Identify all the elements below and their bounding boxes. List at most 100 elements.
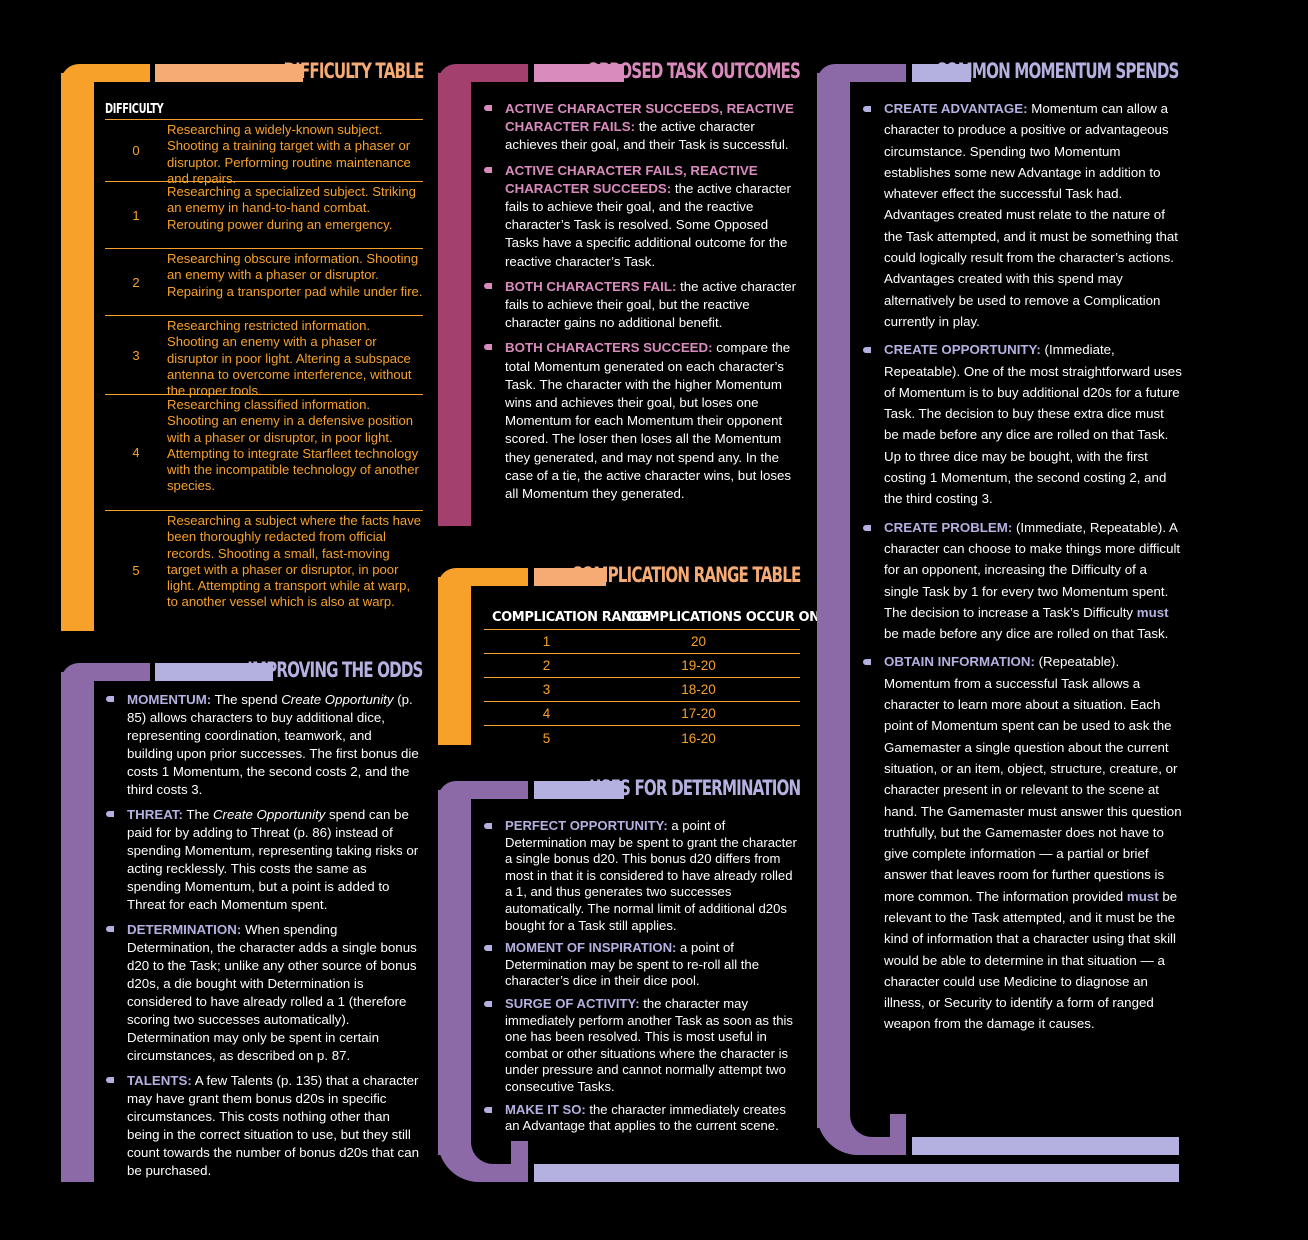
- bullet-icon: [863, 106, 871, 112]
- bullet-icon: [863, 524, 871, 531]
- list-item: ACTIVE CHARACTER SUCCEEDS, REACTIVE CHAR…: [483, 100, 801, 155]
- table-cell: 20: [690, 634, 707, 649]
- item-term: BOTH CHARACTERS SUCCEED:: [505, 340, 713, 356]
- item-term: THREAT:: [127, 807, 183, 822]
- table-cell: 5: [542, 730, 551, 746]
- item-term: BOTH CHARACTERS FAIL:: [505, 278, 677, 294]
- list-item: CREATE PROBLEM: (Immediate, Repeatable).…: [862, 517, 1182, 645]
- frame-top-segment: [155, 64, 303, 82]
- table-row: 4 Researching classified information. Sh…: [105, 395, 423, 511]
- frame-inner-bottom-curve: [471, 1124, 511, 1164]
- item-text: (Immediate, Repeatable). A character can…: [884, 519, 1181, 620]
- table-rule: [105, 119, 423, 120]
- complication-range-table: COMPLICATION RANGE COMPLICATIONS OCCUR O…: [484, 605, 846, 750]
- item-text: a point of Determination may be spent to…: [505, 818, 797, 933]
- improving-odds-title: IMPROVING THE ODDS: [247, 658, 424, 682]
- item-text: Momentum can allow a character to produc…: [884, 101, 1178, 329]
- item-term: DETERMINATION:: [127, 922, 242, 937]
- frame-side-bar: [61, 672, 94, 1182]
- bullet-icon: [106, 1077, 114, 1083]
- item-text: (p. 85) allows characters to buy additio…: [127, 692, 419, 797]
- frame-top-segment: [534, 781, 624, 799]
- bullet-icon: [106, 926, 114, 932]
- item-text: the active character fails to achieve th…: [505, 278, 797, 331]
- list-item: DETERMINATION: When spending Determinati…: [105, 921, 421, 1065]
- item-term: MOMENTUM:: [127, 692, 212, 707]
- opposed-task-frame: OPPOSED TASK OUTCOMES: [438, 59, 801, 526]
- frame-top-segment: [155, 663, 273, 681]
- item-text: be relevant to the Task attempted, and i…: [884, 888, 1178, 1032]
- frame-inner-curve: [850, 82, 890, 122]
- item-term: TALENTS:: [127, 1073, 192, 1088]
- item-emphasis: Create Opportunity: [212, 807, 326, 822]
- list-item: SURGE OF ACTIVITY: the character may imm…: [483, 996, 801, 1096]
- item-text: the active character achieves their goal…: [505, 119, 789, 153]
- item-text: the active character fails to achieve th…: [505, 180, 791, 269]
- list-item: CREATE ADVANTAGE: Momentum can allow a c…: [862, 98, 1182, 332]
- bullet-icon: [484, 945, 492, 952]
- difficulty-table-title: DIFFICULTY TABLE: [282, 59, 424, 83]
- difficulty-header: DIFFICULTY: [105, 102, 164, 117]
- frame-side-bar: [438, 577, 471, 745]
- list-item: THREAT: The Create Opportunity spend can…: [105, 806, 421, 914]
- table-row: 4 17-20: [484, 702, 800, 726]
- complication-range-title: COMPLICATION RANGE TABLE: [570, 563, 801, 587]
- item-emphasis: Create Opportunity: [281, 692, 394, 707]
- item-text: A few Talents (p. 135) that a character …: [127, 1073, 419, 1178]
- bullet-icon: [484, 282, 492, 289]
- table-cell: 2: [542, 658, 551, 673]
- list-item: MOMENTUM: The spend Create Opportunity (…: [105, 691, 421, 799]
- table-row: 2 19-20: [484, 654, 800, 678]
- table-cell: 16-20: [681, 730, 716, 746]
- table-row: 3 18-20: [484, 678, 800, 702]
- difficulty-description: Researching restricted information. Shoo…: [167, 318, 412, 399]
- frame-bottom-bar: [912, 1137, 1179, 1155]
- table-row: 5 Researching a subject where the facts …: [105, 511, 423, 630]
- item-term: CREATE OPPORTUNITY:: [884, 342, 1041, 358]
- difficulty-level: 3: [132, 347, 140, 363]
- item-text: a point of Determination may be spent to…: [505, 940, 759, 989]
- difficulty-level: 0: [132, 143, 140, 158]
- common-momentum-list: CREATE ADVANTAGE: Momentum can allow a c…: [862, 98, 1182, 1042]
- item-term: MOMENT OF INSPIRATION:: [505, 940, 677, 956]
- item-emphasis: must: [1126, 888, 1159, 904]
- bullet-icon: [484, 1106, 492, 1113]
- difficulty-description: Researching classified information. Shoo…: [167, 397, 419, 494]
- frame-inner-curve: [471, 82, 511, 122]
- common-momentum-frame: COMMON MOMENTUM SPENDS: [817, 59, 1180, 1155]
- item-text: The: [182, 807, 213, 822]
- column-header: COMPLICATIONS OCCUR ON . . .: [627, 610, 846, 625]
- table-row: 1 Researching a specialized subject. Str…: [105, 182, 423, 249]
- item-text: spend can be paid for by adding to Threa…: [127, 807, 419, 912]
- bullet-icon: [484, 1000, 492, 1007]
- frame-inner-curve: [471, 799, 511, 839]
- frame-top-segment: [912, 64, 971, 82]
- list-item: BOTH CHARACTERS FAIL: the active charact…: [483, 278, 801, 333]
- difficulty-level: 4: [132, 445, 140, 460]
- bullet-icon: [484, 105, 492, 111]
- table-row: 1 20: [484, 630, 800, 654]
- item-term: OBTAIN INFORMATION:: [884, 654, 1035, 670]
- difficulty-level: 5: [132, 563, 140, 578]
- item-emphasis: must: [1136, 604, 1169, 620]
- item-text: (Repeatable). Momentum from a successful…: [884, 654, 1182, 904]
- frame-side-bar: [438, 73, 471, 526]
- difficulty-description: Researching obscure information. Shootin…: [167, 251, 423, 299]
- frame-side-bar: [817, 73, 850, 1128]
- list-item: ACTIVE CHARACTER FAILS, REACTIVE CHARACT…: [483, 162, 801, 271]
- table-cell: 19-20: [681, 658, 716, 673]
- item-term: MAKE IT SO:: [505, 1101, 586, 1117]
- item-term: CREATE ADVANTAGE:: [884, 101, 1028, 116]
- table-cell: 1: [542, 634, 551, 649]
- frame-top-segment: [534, 64, 624, 82]
- opposed-task-list: ACTIVE CHARACTER SUCCEEDS, REACTIVE CHAR…: [483, 100, 801, 510]
- table-cell: 18-20: [681, 682, 716, 697]
- list-item: MAKE IT SO: the character immediately cr…: [483, 1102, 801, 1135]
- uses-determination-title: USES FOR DETERMINATION: [588, 776, 801, 800]
- uses-determination-frame: USES FOR DETERMINATION: [438, 776, 801, 1182]
- difficulty-table-frame: DIFFICULTY TABLE: [61, 59, 424, 631]
- list-item: MOMENT OF INSPIRATION: a point of Determ…: [483, 940, 801, 990]
- difficulty-level: 1: [132, 207, 140, 223]
- table-cell: 4: [542, 706, 551, 721]
- item-text: be made before any dice are rolled on th…: [884, 626, 1169, 642]
